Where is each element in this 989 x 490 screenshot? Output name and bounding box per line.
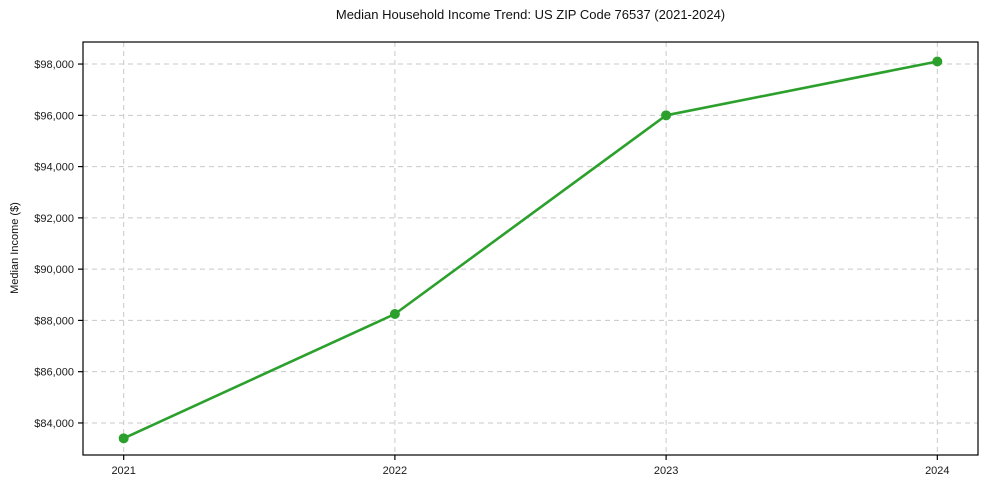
y-tick-label: $96,000 bbox=[34, 110, 74, 122]
x-tick-label: 2024 bbox=[925, 465, 949, 477]
x-tick-label: 2022 bbox=[383, 465, 407, 477]
y-tick-label: $84,000 bbox=[34, 418, 74, 430]
x-tick-label: 2021 bbox=[111, 465, 135, 477]
series-line bbox=[122, 60, 939, 440]
y-tick-label: $98,000 bbox=[34, 59, 74, 71]
data-point bbox=[661, 110, 672, 121]
y-tick-label: $86,000 bbox=[34, 367, 74, 379]
data-point bbox=[118, 433, 129, 444]
data-point bbox=[932, 56, 943, 67]
y-tick-label: $94,000 bbox=[34, 162, 74, 174]
y-tick-label: $88,000 bbox=[34, 315, 74, 327]
y-tick-label: $90,000 bbox=[34, 264, 74, 276]
chart-title: Median Household Income Trend: US ZIP Co… bbox=[335, 7, 726, 22]
data-point bbox=[389, 309, 400, 320]
y-tick-label: $92,000 bbox=[34, 213, 74, 225]
plot-border bbox=[82, 41, 979, 456]
x-tick-label: 2023 bbox=[654, 465, 678, 477]
